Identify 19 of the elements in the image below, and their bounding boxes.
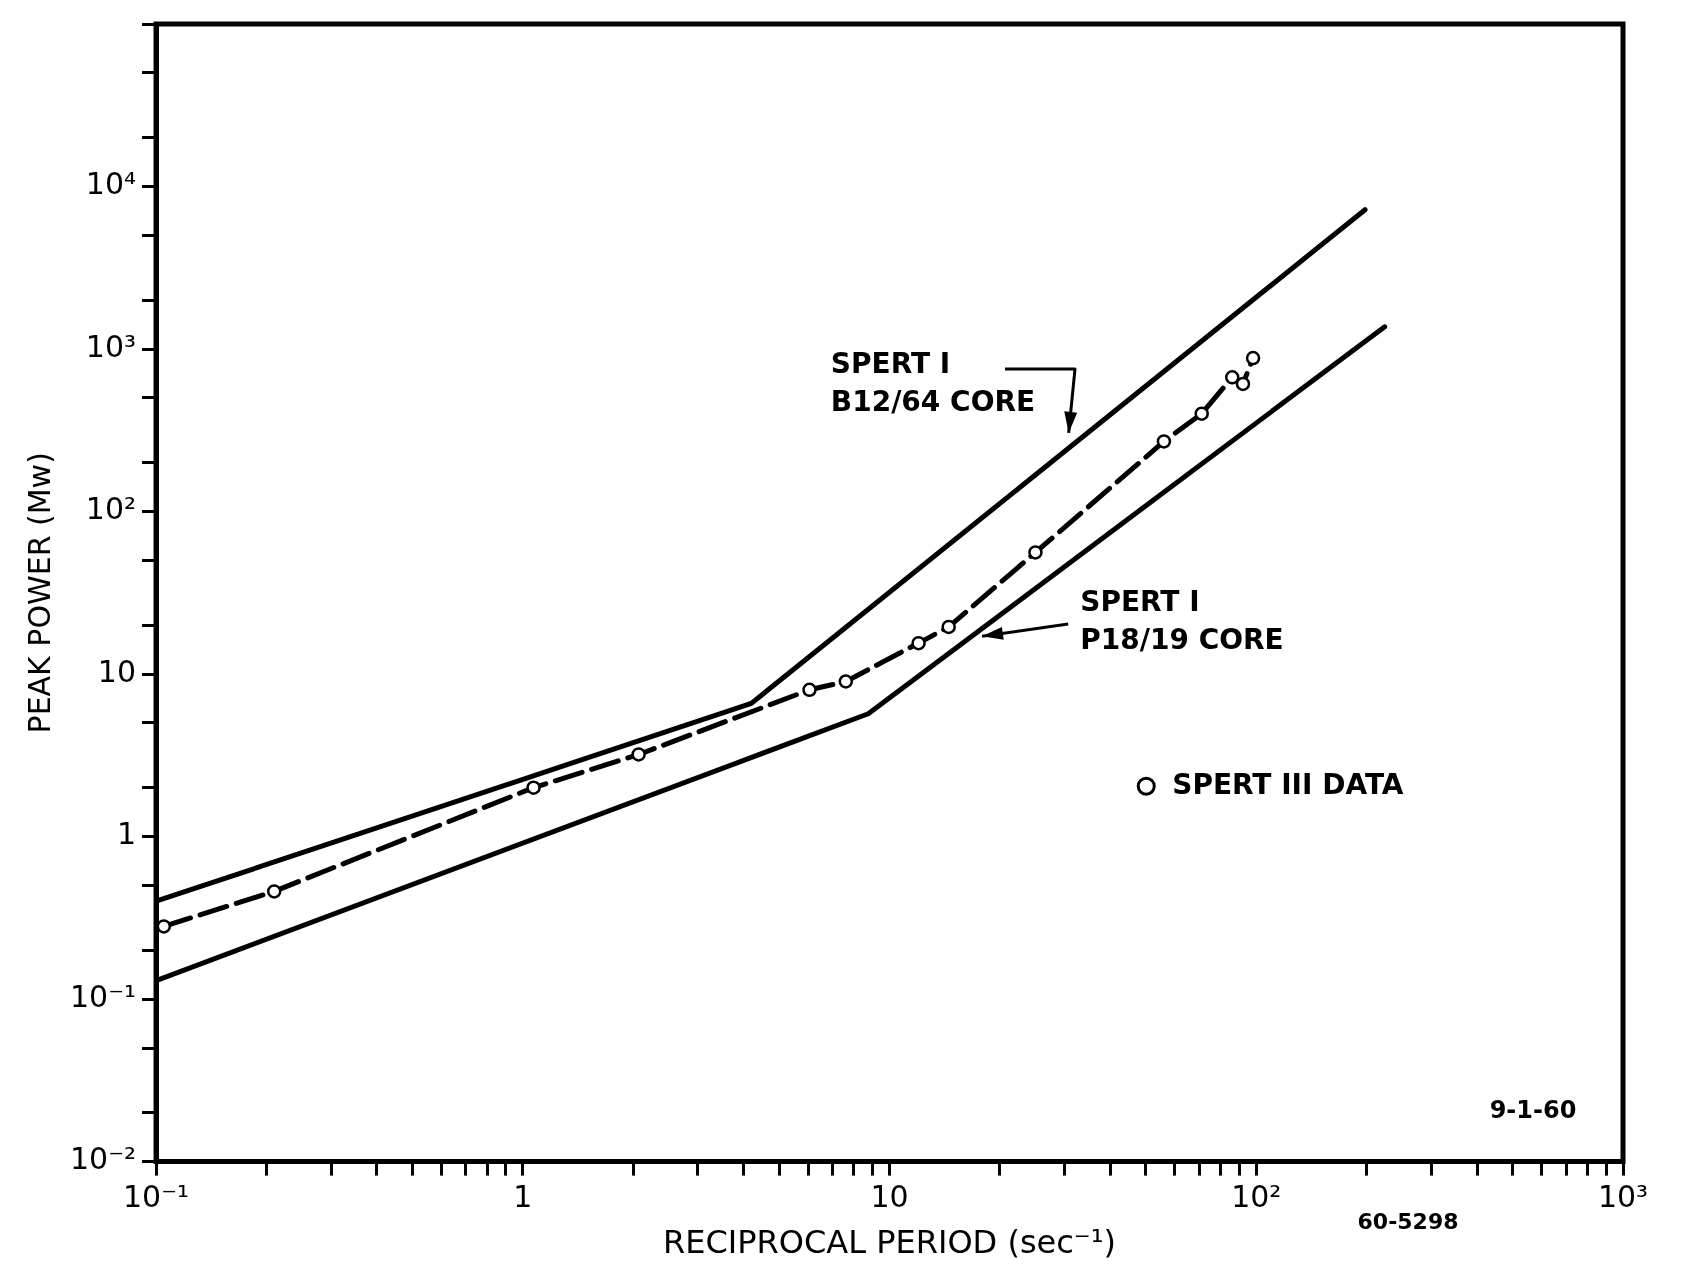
series-label: SPERT I B12/64 CORE (830, 346, 1036, 418)
legend-label: SPERT III DATA (1172, 768, 1404, 802)
x-tick-label: 10² (1231, 1179, 1282, 1215)
text: 60-5298 (1357, 1209, 1459, 1235)
annotation: 9-1-60 (1489, 1095, 1577, 1124)
y-tick-label: 10⁻² (69, 1141, 137, 1177)
x-tick-label: 1 (513, 1179, 533, 1215)
x-tick-label: 10 (870, 1179, 909, 1215)
x-tick-label: 10³ (1597, 1179, 1649, 1215)
x-tick-label: 10⁻¹ (123, 1179, 190, 1215)
y-tick-label: 1 (116, 816, 137, 852)
y-tick-label: 10² (85, 491, 137, 527)
x-axis-title: RECIPROCAL PERIOD (sec⁻¹) (663, 1223, 1117, 1262)
y-tick-label: 10³ (85, 328, 137, 364)
y-tick-label: 10⁻¹ (69, 978, 137, 1014)
y-tick-label: 10 (97, 653, 137, 689)
legend-label: SPERT I P18/19 CORE (1080, 585, 1284, 657)
y-axis-title: PEAK POWER (Mw) (21, 452, 57, 734)
y-tick-label: 10⁴ (85, 166, 137, 202)
